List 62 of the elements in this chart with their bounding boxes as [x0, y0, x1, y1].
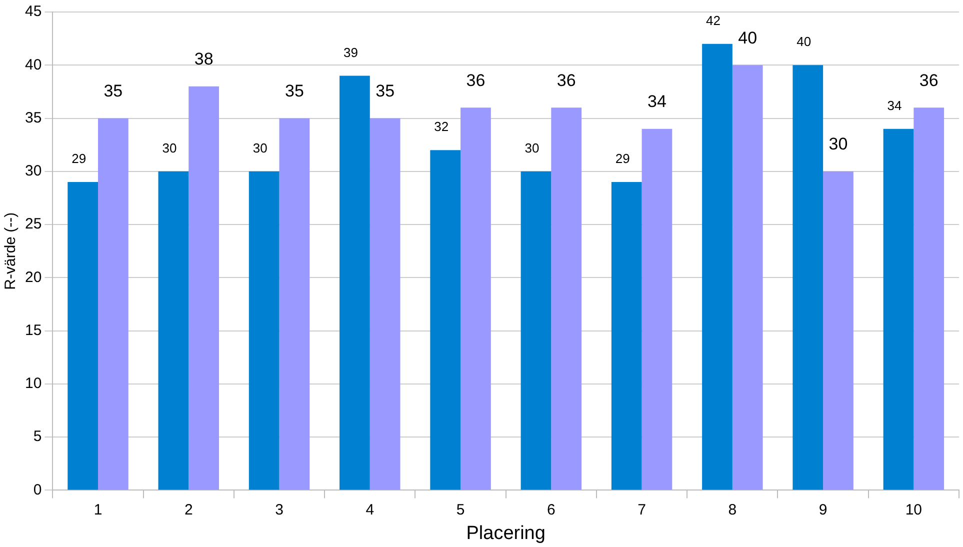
- bar: [248, 171, 280, 490]
- x-axis-title: Placering: [466, 522, 546, 544]
- data-label: 34: [887, 98, 902, 113]
- data-label: 36: [556, 70, 576, 90]
- y-tick-label: 30: [24, 162, 42, 180]
- y-tick-label: 25: [24, 216, 42, 233]
- y-tick-label: 0: [33, 481, 42, 498]
- bar: [823, 171, 854, 490]
- bar: [68, 182, 98, 490]
- data-label: 36: [919, 70, 938, 90]
- bar: [914, 108, 944, 490]
- y-tick-label: 35: [24, 109, 42, 126]
- y-tick-label: 5: [33, 428, 42, 446]
- y-tick-label: 40: [24, 56, 42, 74]
- x-tick-label: 5: [456, 501, 465, 518]
- bar: [732, 65, 763, 490]
- data-label: 35: [104, 81, 123, 100]
- bar: [792, 65, 824, 490]
- data-label: 30: [252, 140, 268, 156]
- bar: [370, 118, 400, 490]
- y-tick-label: 10: [24, 375, 42, 392]
- data-label: 40: [796, 34, 812, 50]
- x-tick-label: 9: [818, 501, 828, 518]
- data-label: 42: [706, 12, 720, 28]
- x-tick-label: 8: [728, 501, 737, 518]
- data-label: 40: [738, 28, 758, 48]
- data-label: 39: [343, 44, 358, 60]
- y-tick-label: 20: [24, 268, 42, 286]
- x-tick-label: 4: [366, 501, 374, 518]
- bar: [158, 171, 189, 490]
- data-label: 32: [434, 119, 449, 134]
- bar: [551, 108, 582, 490]
- bar: [883, 128, 914, 490]
- data-label: 35: [284, 81, 304, 100]
- bar: [98, 118, 128, 490]
- data-label: 35: [376, 81, 395, 100]
- data-label: 29: [615, 151, 630, 166]
- bar: [460, 108, 491, 490]
- bar: [520, 171, 552, 490]
- x-tick-label: 1: [94, 501, 102, 518]
- data-label: 34: [648, 92, 666, 112]
- x-tick-label: 3: [275, 501, 284, 518]
- data-label: 29: [72, 151, 86, 166]
- data-label: 30: [524, 140, 540, 156]
- bar: [611, 182, 642, 490]
- data-label: 30: [828, 134, 848, 154]
- data-label: 30: [162, 140, 177, 156]
- x-tick-label: 10: [905, 501, 922, 518]
- bar: [340, 76, 370, 490]
- x-tick-label: 6: [546, 501, 556, 518]
- data-label: 38: [194, 50, 214, 69]
- bar: [279, 118, 310, 490]
- bar: [430, 150, 461, 490]
- y-axis-title: R-värde (--): [2, 212, 20, 290]
- bar: [188, 86, 219, 490]
- bar: [702, 44, 732, 490]
- x-tick-label: 2: [184, 501, 193, 518]
- bar: [642, 128, 672, 490]
- y-tick-label: 45: [24, 3, 42, 20]
- y-tick-label: 15: [24, 322, 42, 339]
- x-tick-label: 7: [638, 501, 646, 518]
- data-label: 36: [466, 70, 486, 90]
